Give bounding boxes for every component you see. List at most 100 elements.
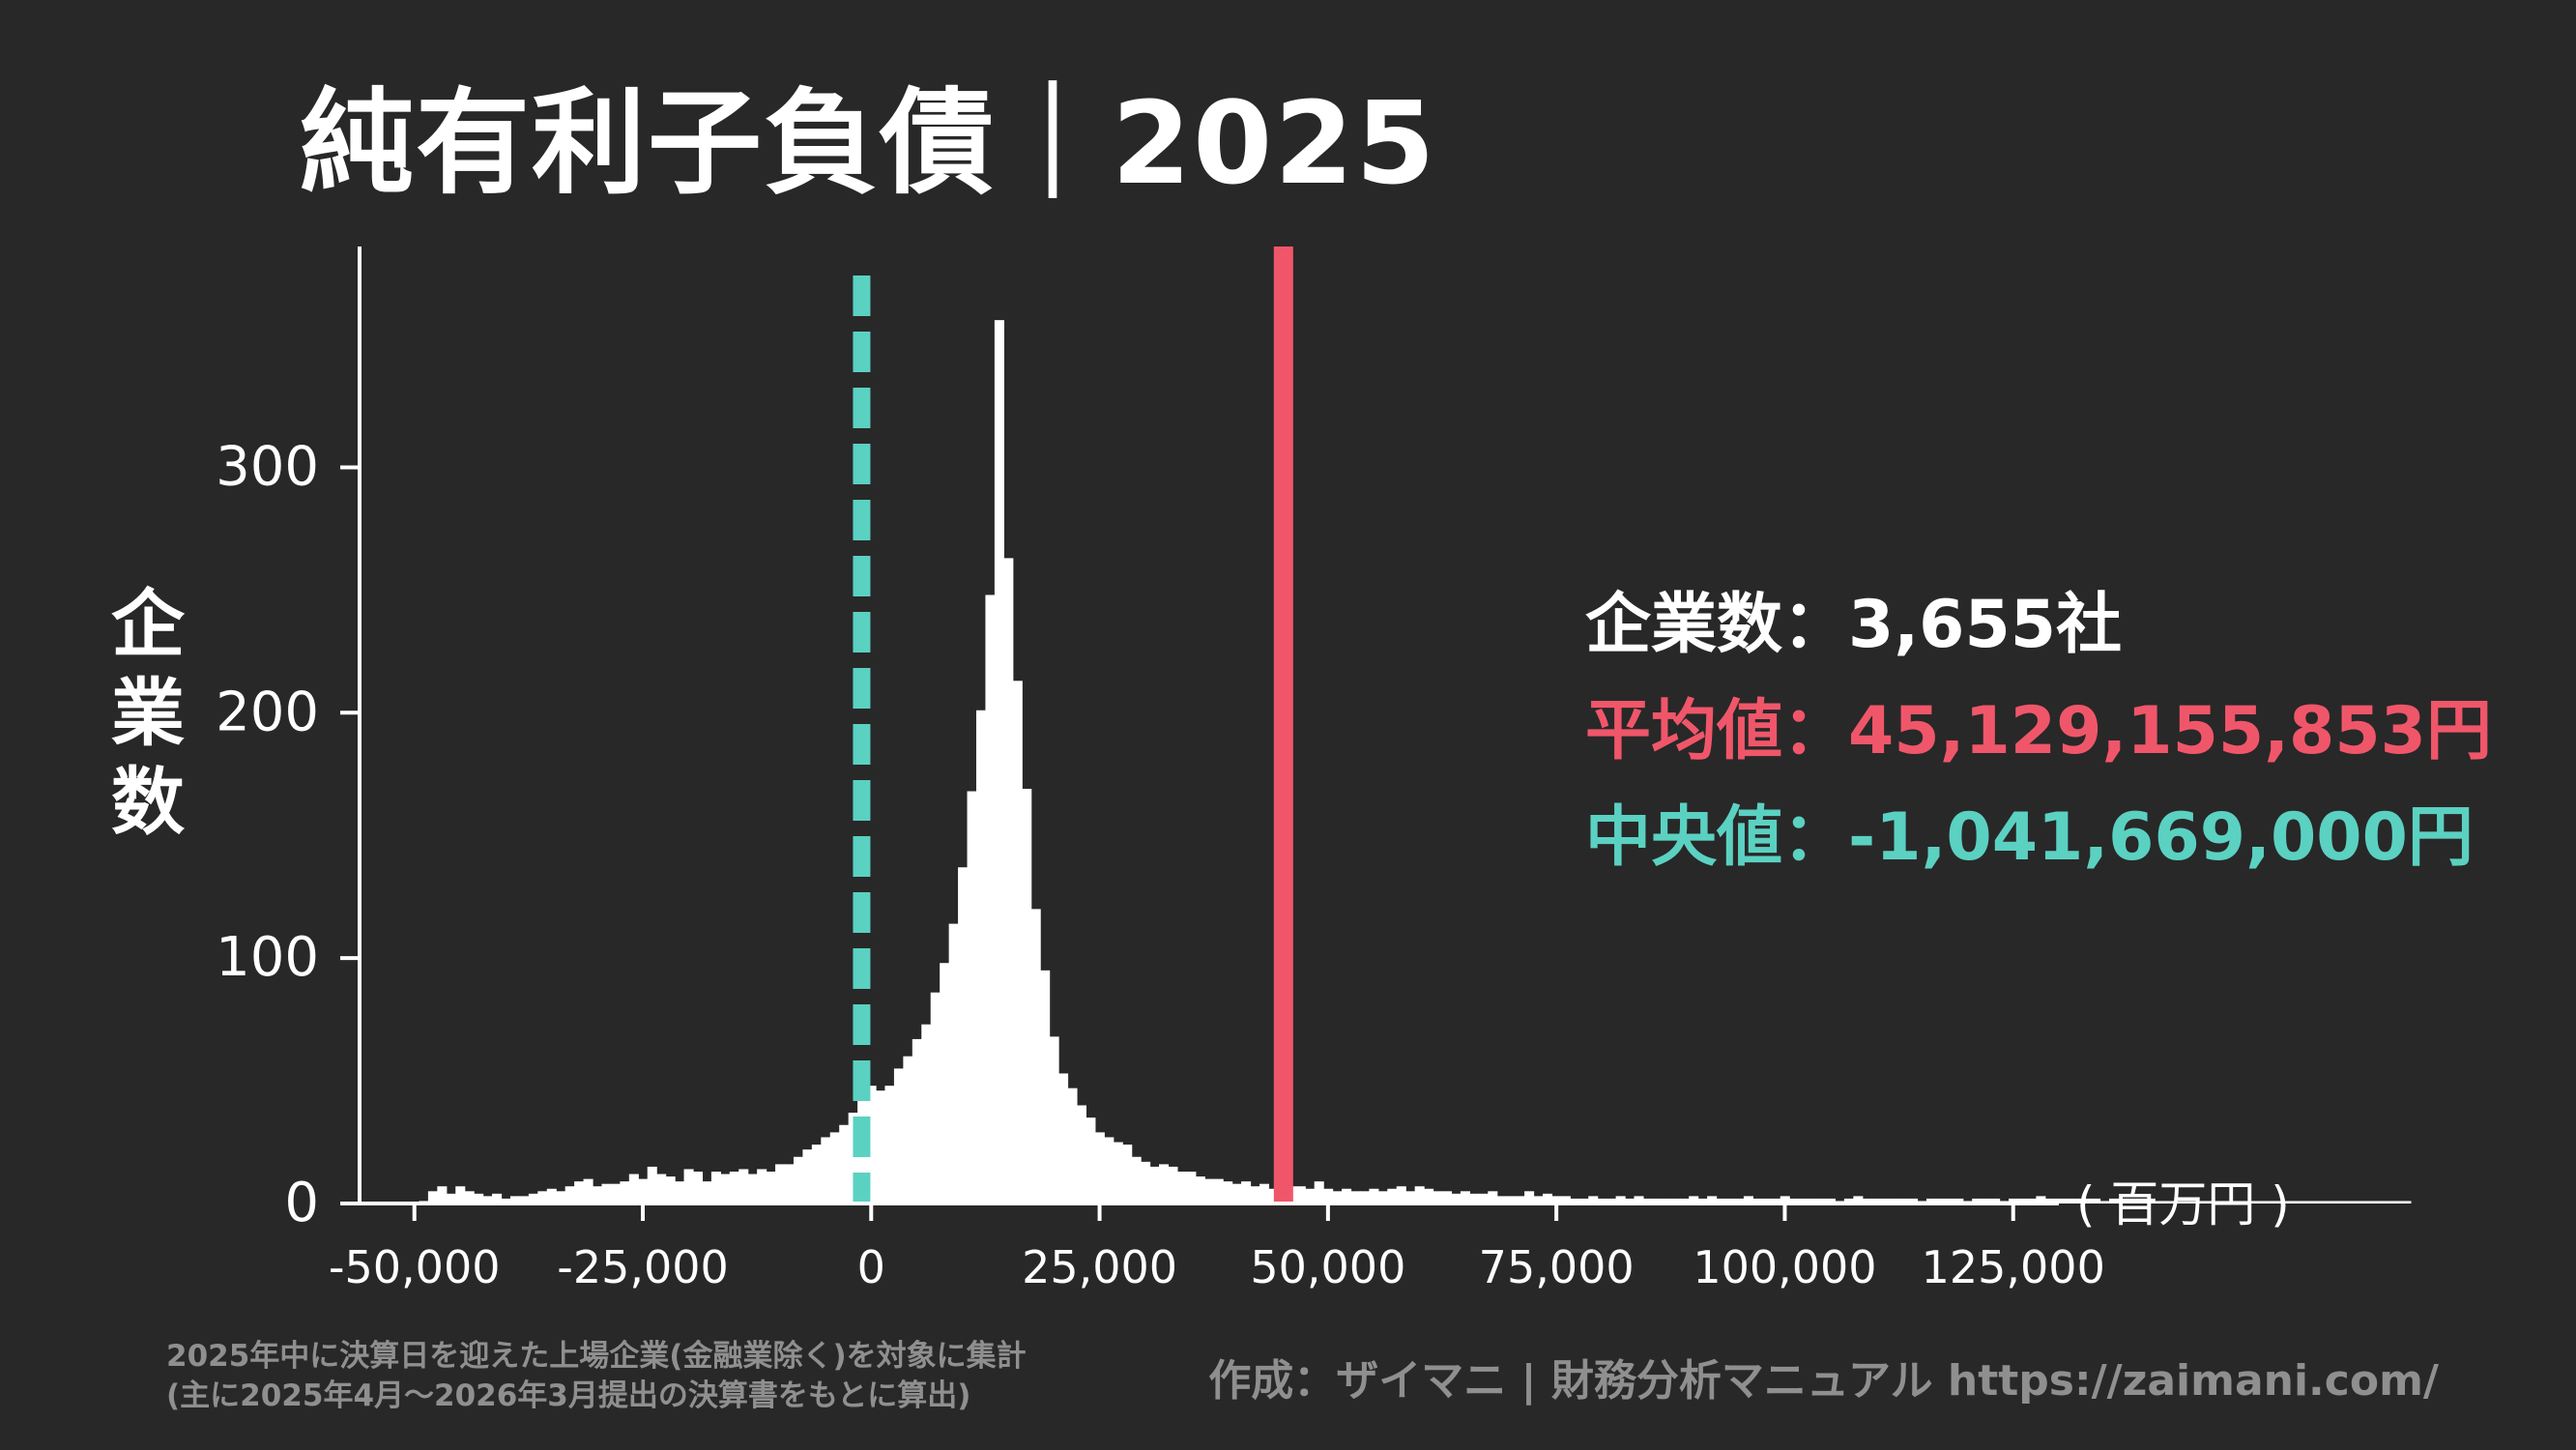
histogram-bar bbox=[2346, 1201, 2357, 1204]
histogram-bar bbox=[2044, 1198, 2055, 1204]
histogram-bar bbox=[2401, 1201, 2412, 1204]
histogram-bar bbox=[2301, 1201, 2311, 1204]
histogram-bar bbox=[2328, 1201, 2338, 1204]
histogram-bar bbox=[729, 1172, 739, 1204]
histogram-bar bbox=[793, 1156, 804, 1204]
histogram-bar bbox=[692, 1172, 704, 1204]
histogram-bar bbox=[1789, 1198, 1800, 1204]
histogram-bar bbox=[628, 1174, 639, 1204]
histogram-bar bbox=[2264, 1201, 2274, 1204]
x-tick-label: 100,000 bbox=[1693, 1241, 1876, 1293]
histogram-bar bbox=[1524, 1191, 1535, 1204]
histogram-bar bbox=[610, 1183, 621, 1204]
histogram-bar bbox=[2009, 1198, 2019, 1204]
mean-label: 平均値 bbox=[1585, 693, 1783, 769]
median-label: 中央値 bbox=[1585, 799, 1783, 876]
histogram-bar bbox=[747, 1174, 758, 1204]
histogram-bar bbox=[1377, 1191, 1388, 1204]
histogram-bar bbox=[1231, 1183, 1242, 1204]
histogram-bar bbox=[556, 1191, 566, 1204]
histogram-bar bbox=[848, 1113, 858, 1204]
histogram-bar bbox=[1049, 1036, 1059, 1204]
histogram-bar bbox=[427, 1191, 438, 1204]
histogram-bar bbox=[2091, 1198, 2101, 1204]
histogram-bar bbox=[1853, 1196, 1864, 1204]
histogram-bar bbox=[1542, 1193, 1553, 1204]
x-tick-label: 75,000 bbox=[1479, 1241, 1635, 1293]
histogram-bar bbox=[2081, 1198, 2092, 1204]
histogram-bar bbox=[2173, 1201, 2184, 1204]
company-count-label: 企業数 bbox=[1585, 587, 1783, 663]
histogram-bar bbox=[975, 710, 987, 1204]
histogram-bar bbox=[2309, 1201, 2320, 1204]
histogram-bar bbox=[775, 1164, 786, 1204]
histogram-bar bbox=[1451, 1193, 1462, 1204]
histogram-bar bbox=[1871, 1198, 1882, 1204]
x-tick-label: 25,000 bbox=[1022, 1241, 1177, 1293]
company-count-value: 3,655社 bbox=[1848, 587, 2123, 663]
histogram-bar bbox=[1223, 1181, 1233, 1204]
histogram-bar bbox=[1661, 1198, 1671, 1204]
median-stat: 中央値：-1,041,669,000円 bbox=[1585, 785, 2492, 891]
histogram-bar bbox=[1058, 1073, 1069, 1204]
histogram-bar bbox=[1972, 1198, 1983, 1204]
histogram-bar bbox=[1122, 1145, 1133, 1204]
histogram-bar bbox=[2127, 1198, 2137, 1204]
histogram-bar bbox=[720, 1174, 731, 1204]
histogram-bar bbox=[839, 1124, 850, 1204]
histogram-bar bbox=[683, 1169, 694, 1204]
histogram-bar bbox=[1104, 1137, 1114, 1204]
histogram-bar bbox=[1213, 1178, 1224, 1204]
histogram-bar bbox=[1478, 1193, 1489, 1204]
histogram-bar bbox=[474, 1193, 484, 1204]
histogram-bar bbox=[1460, 1191, 1470, 1204]
histogram-bar bbox=[1141, 1161, 1151, 1204]
histogram-bar bbox=[1652, 1198, 1663, 1204]
histogram-bar bbox=[537, 1191, 548, 1204]
histogram-bar bbox=[1642, 1198, 1654, 1204]
histogram-bar bbox=[1204, 1178, 1215, 1204]
histogram-bar bbox=[446, 1193, 456, 1204]
histogram-bar bbox=[2227, 1201, 2238, 1204]
histogram-bar bbox=[1771, 1198, 1781, 1204]
histogram-bar bbox=[2319, 1201, 2330, 1204]
histogram-bar bbox=[455, 1186, 466, 1204]
histogram-bar bbox=[757, 1169, 767, 1204]
histogram-bar bbox=[2245, 1201, 2256, 1204]
histogram-bar bbox=[1506, 1196, 1517, 1204]
histogram-bar bbox=[1359, 1191, 1371, 1204]
histogram-bar bbox=[1597, 1198, 1607, 1204]
histogram-bar bbox=[1387, 1188, 1398, 1204]
y-tick-label: 100 bbox=[216, 926, 319, 989]
histogram-bar bbox=[1716, 1198, 1726, 1204]
histogram-bar bbox=[702, 1181, 712, 1204]
histogram-bar bbox=[1250, 1186, 1260, 1204]
histogram-bar bbox=[738, 1169, 749, 1204]
histogram-bar bbox=[1176, 1172, 1187, 1204]
histogram-bar bbox=[1808, 1198, 1818, 1204]
histogram-bar bbox=[1798, 1198, 1809, 1204]
histogram-bar bbox=[1159, 1164, 1170, 1204]
histogram-bar bbox=[1734, 1198, 1745, 1204]
histogram-bar bbox=[1424, 1188, 1434, 1204]
y-axis-ticks: 0 100 200 300 bbox=[216, 435, 360, 1234]
histogram-bar bbox=[784, 1164, 795, 1204]
histogram-bar bbox=[1342, 1188, 1352, 1204]
histogram-bar bbox=[1268, 1188, 1279, 1204]
histogram-bar bbox=[1625, 1198, 1635, 1204]
histogram-bar bbox=[2072, 1198, 2083, 1204]
footnote: 2025年中に決算日を迎えた上場企業(金融業除く)を対象に集計 (主に2025年… bbox=[166, 1337, 1027, 1416]
histogram-bar bbox=[1615, 1196, 1626, 1204]
histogram-bar bbox=[2292, 1201, 2302, 1204]
histogram-bar bbox=[1954, 1198, 1964, 1204]
histogram-bar bbox=[893, 1068, 904, 1204]
histogram-bar bbox=[802, 1149, 813, 1204]
histogram-bar bbox=[601, 1183, 612, 1204]
histogram-bar bbox=[509, 1196, 521, 1204]
y-axis-label-char: 業 bbox=[111, 670, 185, 756]
mean-stat: 平均値：45,129,155,853円 bbox=[1585, 679, 2492, 785]
histogram-bar bbox=[647, 1166, 657, 1204]
x-tick-label: 50,000 bbox=[1250, 1241, 1405, 1293]
histogram-bar bbox=[1898, 1198, 1909, 1204]
histogram-bar bbox=[1588, 1196, 1599, 1204]
